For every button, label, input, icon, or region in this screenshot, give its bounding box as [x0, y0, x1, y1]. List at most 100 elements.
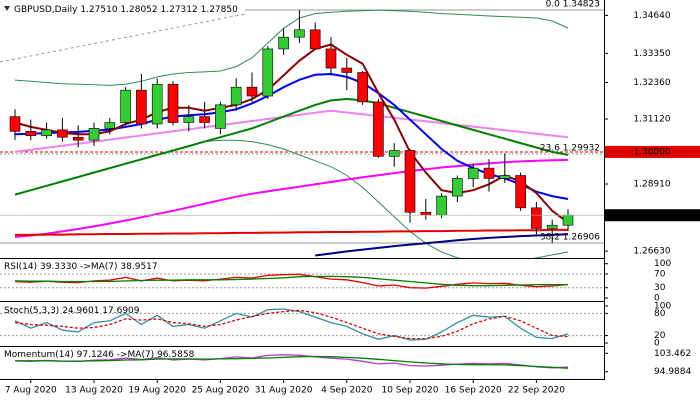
indicator-value: 17.6909 [102, 306, 139, 316]
candle-body [325, 48, 337, 69]
candle-body [9, 116, 21, 132]
frame [0, 0, 605, 380]
ma-line [14, 43, 569, 224]
ohlc-label: 1.27312 [161, 5, 198, 15]
y-tick-label: 1.34640 [633, 11, 670, 21]
level-label: 1.30000 [633, 147, 670, 157]
y-tick-label: 0 [654, 294, 660, 304]
y-tick-label: 100 [654, 302, 671, 312]
ma-line [14, 9, 569, 86]
indicator-title: Stoch(5,3,3) [4, 306, 59, 316]
indicator-line [14, 309, 569, 340]
candle-body [246, 86, 258, 97]
y-tick-label: 1.33350 [633, 49, 670, 59]
indicator-value: 38.9517 [120, 262, 157, 272]
candle-body [120, 89, 131, 123]
x-tick-label: 31 Aug 2020 [255, 386, 313, 396]
candle-body [136, 89, 147, 125]
candle-body [341, 67, 353, 73]
x-tick-label: 13 Aug 2020 [65, 386, 123, 396]
candle-body [404, 150, 416, 213]
candle-body [357, 72, 368, 103]
candle-body [88, 128, 100, 141]
y-tick-label: 70 [654, 270, 666, 280]
indicator-value: 97.1246 [77, 350, 114, 360]
indicator-header: Stoch(5,3,3) 24.9601 17.6909 [4, 306, 140, 316]
candle-body [452, 178, 463, 197]
y-tick-label: 1.28910 [633, 180, 670, 190]
y-tick-label: 1.31120 [633, 114, 670, 124]
fib-label: 38.2 1.26906 [540, 232, 600, 242]
x-tick-label: 19 Aug 2020 [128, 386, 186, 396]
x-tick-label: 25 Aug 2020 [192, 386, 250, 396]
chart-header: GBPUSD,Daily 1.27510 1.28052 1.27312 1.2… [14, 5, 238, 15]
stoch-panel [0, 308, 604, 341]
candle-body [562, 214, 574, 226]
ohlc-label: 1.27510 [80, 5, 117, 15]
ohlc-label: 1.27850 [201, 5, 238, 15]
candle-body [483, 167, 495, 179]
candle-body [420, 211, 432, 216]
level-label-box [605, 145, 700, 158]
candle-body [199, 116, 210, 123]
candle-body [25, 131, 37, 137]
candle-body [167, 83, 179, 123]
indicator-line [14, 275, 568, 287]
fib-label: 0.0 1.34823 [546, 0, 600, 10]
x-tick-label: 7 Aug 2020 [5, 386, 57, 396]
indicator-line [14, 273, 569, 289]
candle-body [41, 129, 52, 137]
candle-body [546, 224, 558, 229]
candle-body [309, 29, 321, 50]
rsi-panel [0, 273, 604, 289]
y-tick-label: 1.26630 [633, 247, 670, 257]
indicator-line [14, 354, 569, 369]
indicator-ma-name: ->MA(7) [80, 262, 117, 272]
candle-body [104, 122, 116, 129]
ma-line [15, 228, 568, 236]
candle-body [467, 167, 479, 179]
ma-line [14, 109, 569, 153]
y-tick-label: 20 [654, 331, 666, 341]
candle-body [515, 175, 526, 209]
candle-body [183, 116, 195, 123]
indicator-value: 39.3330 [40, 262, 77, 272]
y-tick-label: 94.9884 [654, 367, 691, 377]
y-tick-label: 0 [654, 339, 660, 349]
momentum-panel [14, 354, 569, 369]
indicator-value: 24.9601 [62, 306, 99, 316]
indicator-title: RSI(14) [4, 262, 37, 272]
indicator-line [15, 355, 569, 369]
fib-label: 23.6 1.29932 [540, 143, 600, 153]
y-tick-label: 103.462 [654, 349, 691, 359]
x-tick-label: 16 Sep 2020 [445, 386, 502, 396]
x-tick-label: 22 Sep 2020 [508, 386, 565, 396]
y-tick-label: 100 [654, 259, 671, 269]
ma-line [14, 97, 569, 196]
ohlc-label: 1.28052 [120, 5, 157, 15]
indicator-header: RSI(14) 39.3330 ->MA(7) 38.9517 [4, 262, 158, 272]
candle-body [72, 136, 84, 141]
ma-line [14, 158, 569, 238]
indicator-ma-name: ->MA(7) [117, 350, 154, 360]
main-plot [0, 9, 604, 258]
candle-body [436, 195, 447, 216]
y-tick-label: 80 [654, 309, 666, 319]
candle-body [262, 48, 274, 97]
overlay: GBPUSD,Daily 1.27510 1.28052 1.27312 1.2… [4, 0, 700, 396]
current-price-label: 1.27850 [633, 211, 670, 221]
candle-body [294, 29, 305, 38]
ma-line [315, 233, 569, 257]
candle-body [373, 101, 384, 157]
x-tick-label: 10 Sep 2020 [381, 386, 438, 396]
x-tick-label: 4 Sep 2020 [321, 386, 373, 396]
indicator-header: Momentum(14) 97.1246 ->MA(7) 96.5858 [4, 350, 195, 360]
candle-body [230, 86, 242, 106]
candle-body [57, 129, 68, 138]
indicator-value: 96.5858 [157, 350, 194, 360]
candle-body [499, 175, 511, 179]
indicator-line [14, 308, 569, 341]
current-price-box [605, 209, 700, 222]
